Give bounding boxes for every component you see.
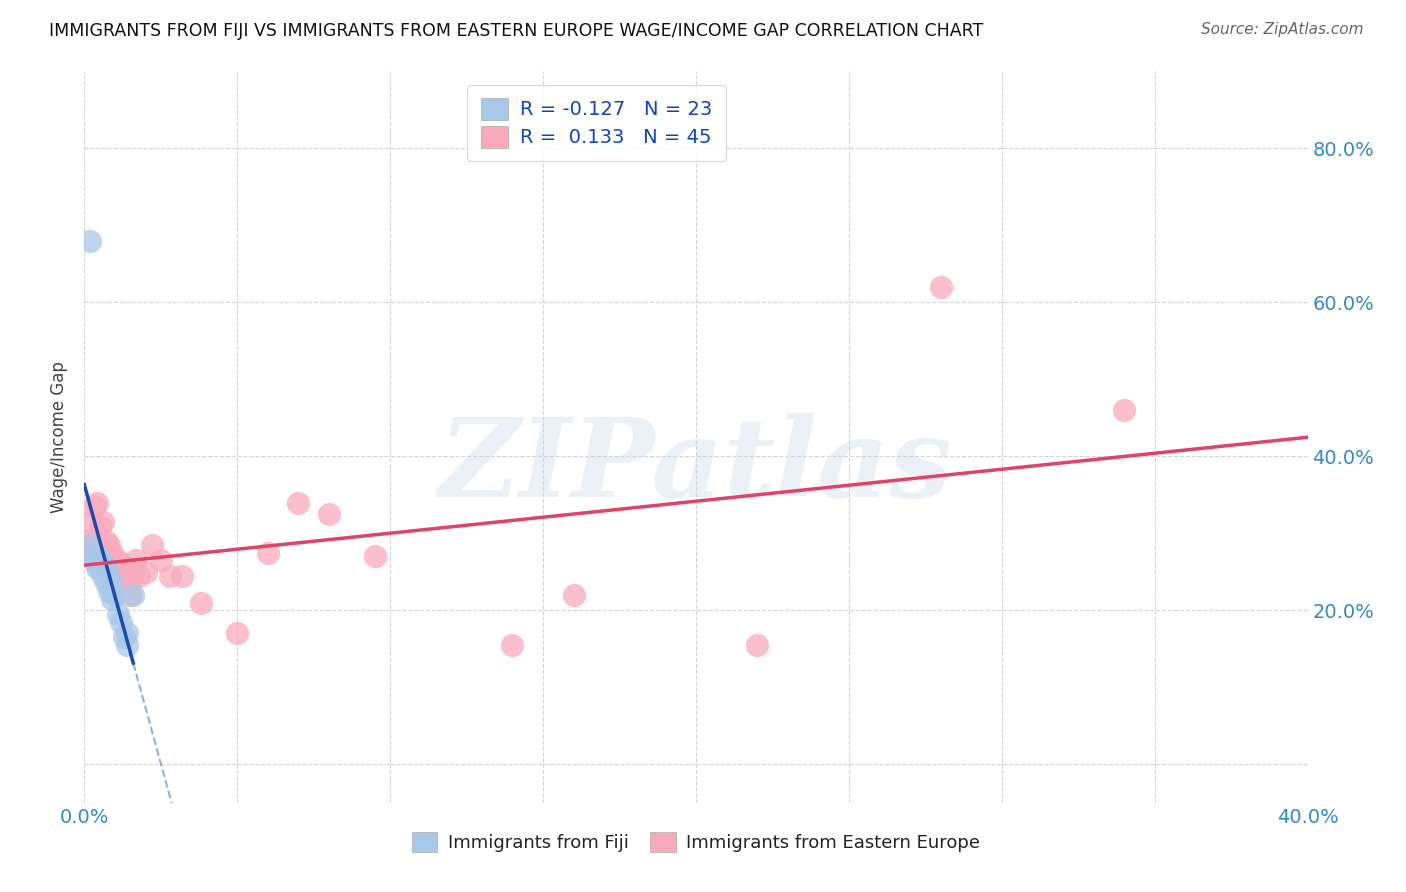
Text: Source: ZipAtlas.com: Source: ZipAtlas.com: [1201, 22, 1364, 37]
Point: [79, 234, 101, 248]
Point: [94, 534, 117, 549]
Point: [159, 568, 181, 582]
Point: [86, 549, 108, 564]
Point: [128, 568, 150, 582]
Point: [89, 518, 111, 533]
Point: [112, 561, 135, 575]
Point: [91, 557, 114, 571]
Point: [747, 638, 769, 652]
Point: [135, 565, 157, 579]
Point: [364, 549, 387, 564]
Point: [120, 573, 142, 587]
Point: [91, 568, 114, 582]
Point: [226, 626, 249, 640]
Text: IMMIGRANTS FROM FIJI VS IMMIGRANTS FROM EASTERN EUROPE WAGE/INCOME GAP CORRELATI: IMMIGRANTS FROM FIJI VS IMMIGRANTS FROM …: [49, 22, 983, 40]
Point: [929, 280, 952, 294]
Y-axis label: Wage/Income Gap: Wage/Income Gap: [51, 361, 69, 513]
Point: [86, 495, 108, 509]
Point: [125, 553, 148, 567]
Point: [115, 638, 138, 652]
Point: [112, 630, 135, 644]
Point: [86, 561, 108, 575]
Point: [149, 553, 172, 567]
Point: [86, 545, 108, 559]
Point: [1114, 403, 1136, 417]
Point: [79, 538, 101, 552]
Point: [83, 500, 105, 514]
Point: [115, 561, 138, 575]
Point: [83, 545, 105, 559]
Point: [122, 588, 145, 602]
Point: [101, 561, 124, 575]
Point: [83, 534, 105, 549]
Point: [79, 545, 101, 559]
Point: [94, 561, 117, 575]
Point: [120, 588, 142, 602]
Point: [79, 515, 101, 529]
Point: [97, 538, 120, 552]
Point: [110, 557, 132, 571]
Point: [104, 568, 127, 582]
Point: [101, 576, 124, 591]
Point: [107, 607, 129, 622]
Point: [502, 638, 524, 652]
Point: [110, 615, 132, 629]
Point: [318, 507, 340, 521]
Point: [89, 561, 111, 575]
Point: [172, 568, 194, 582]
Text: ZIPatlas: ZIPatlas: [439, 413, 953, 520]
Point: [83, 553, 105, 567]
Point: [107, 553, 129, 567]
Point: [101, 545, 124, 559]
Point: [94, 553, 117, 567]
Point: [112, 573, 135, 587]
Point: [287, 495, 309, 509]
Point: [141, 538, 163, 552]
Point: [89, 538, 111, 552]
Point: [89, 553, 111, 567]
Point: [91, 515, 114, 529]
Point: [89, 553, 111, 567]
Point: [257, 545, 280, 559]
Point: [94, 576, 117, 591]
Point: [190, 596, 212, 610]
Point: [104, 553, 127, 567]
Point: [115, 626, 138, 640]
Point: [76, 534, 98, 549]
Point: [562, 588, 585, 602]
Point: [97, 568, 120, 582]
Point: [97, 584, 120, 599]
Point: [91, 549, 114, 564]
Legend: Immigrants from Fiji, Immigrants from Eastern Europe: Immigrants from Fiji, Immigrants from Ea…: [405, 825, 987, 860]
Point: [104, 588, 127, 602]
Point: [101, 591, 124, 606]
Point: [122, 565, 145, 579]
